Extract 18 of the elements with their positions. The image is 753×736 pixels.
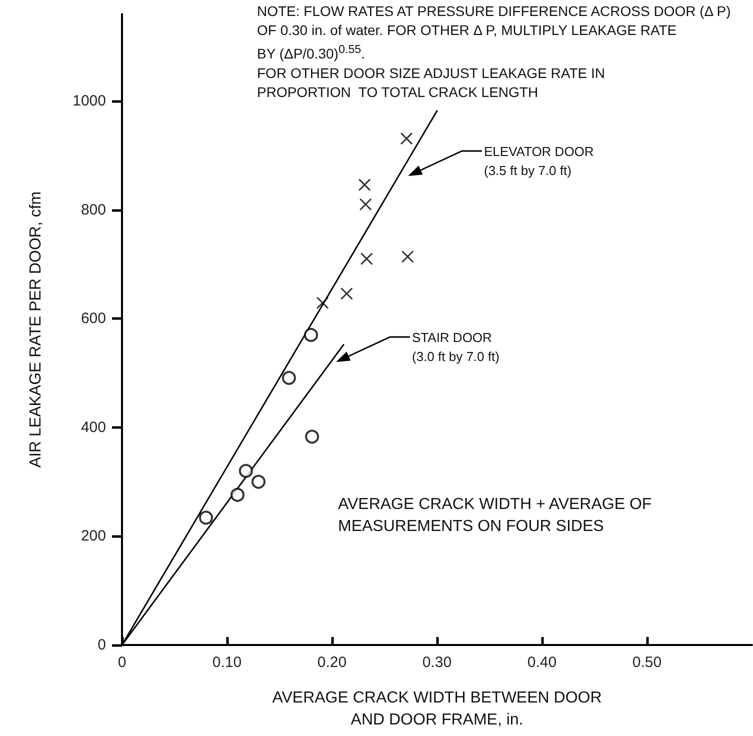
annotation: STAIR DOOR (3.0 ft by 7.0 ft) xyxy=(412,329,500,366)
y-tick-label: 0 xyxy=(98,636,106,654)
x-tick-label: 0.40 xyxy=(527,654,557,671)
x-tick-label: 0.50 xyxy=(632,654,662,671)
x-tick-label: 0.10 xyxy=(212,654,242,671)
annotation: NOTE: FLOW RATES AT PRESSURE DIFFERENCE ACROSS DOOR (Δ P) OF 0.30 in. of water. FOR OTHER Δ P, MULTIPLY LEAKAGE RATE BY (ΔP/0.30)$^{0.55}$. FOR OTHER DOOR SIZE ADJUST LEAKAGE RATE IN PROPORTION TO TOTAL CRACK LENGTH xyxy=(257,2,731,102)
x-tick-label: 0 xyxy=(118,654,126,671)
annotation: AVERAGE CRACK WIDTH + AVERAGE OF MEASUREMENTS ON FOUR SIDES xyxy=(338,495,652,537)
y-axis-title: AIR LEAKAGE RATE PER DOOR, cfm xyxy=(28,191,44,468)
x-tick-label: 0.30 xyxy=(422,654,452,671)
y-tick-label: 400 xyxy=(80,418,106,436)
y-tick-label: 1000 xyxy=(72,92,106,110)
annotation: ELEVATOR DOOR (3.5 ft by 7.0 ft) xyxy=(484,143,594,180)
y-tick-label: 200 xyxy=(80,528,106,545)
y-tick-label: 600 xyxy=(80,310,106,328)
x-tick-label: 0.20 xyxy=(317,654,347,671)
x-axis-title: AVERAGE CRACK WIDTH BETWEEN DOOR AND DOOR FRAME, in. xyxy=(272,690,602,728)
y-tick-label: 800 xyxy=(80,201,106,218)
